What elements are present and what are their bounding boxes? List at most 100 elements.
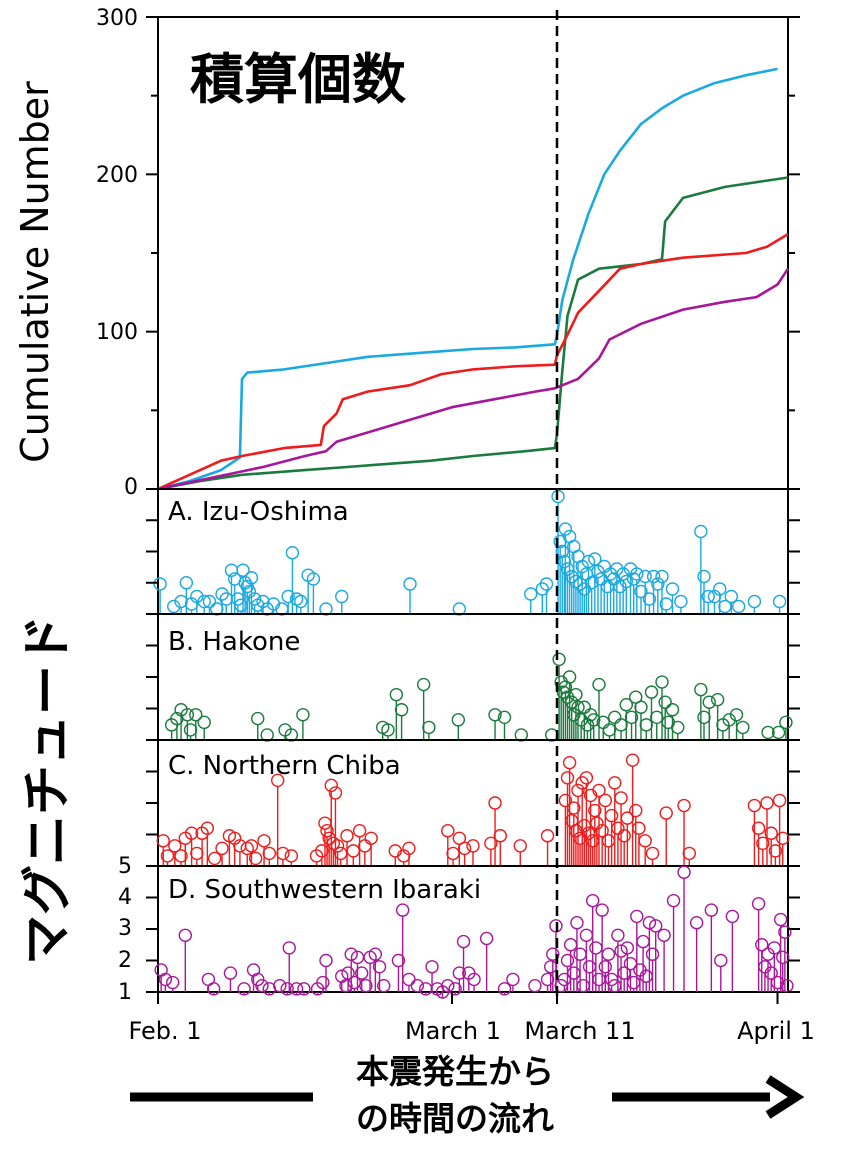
chiba-event-marker-64: [588, 803, 602, 818]
ytick-label-100: 100: [96, 320, 138, 345]
chiba-event-marker-27: [324, 778, 338, 793]
hakone-event-marker-23: [552, 652, 566, 667]
hakone-event-marker-55: [694, 682, 708, 697]
ibaraki-event-marker-62: [579, 928, 594, 942]
ibaraki-event-marker-43: [456, 934, 471, 949]
ibaraki-event-marker-69: [601, 947, 616, 961]
izu-event-marker-1: [167, 599, 181, 614]
ibaraki-event-marker-35: [410, 979, 425, 993]
ibaraki-event-marker-30: [372, 960, 387, 974]
hakone-event-marker-7: [251, 711, 265, 726]
chiba-event-marker-31: [334, 846, 348, 861]
hakone-event-marker-20: [497, 710, 512, 725]
ibaraki-event-marker-19: [319, 953, 333, 968]
izu-event-marker-41: [555, 544, 569, 559]
chiba-event-marker-71: [608, 776, 622, 790]
izu-event-marker-87: [747, 594, 762, 609]
izu-event-marker-81: [701, 589, 715, 604]
chiba-event-marker-39: [402, 841, 416, 856]
arrow-right-icon: [765, 1075, 805, 1119]
ytick-label-300: 300: [96, 6, 138, 31]
ibaraki-event-marker-92: [751, 897, 766, 911]
hakone-event-marker-65: [779, 715, 793, 730]
izu-event-marker-72: [642, 592, 657, 606]
mag-tick-3: 3: [118, 916, 132, 941]
ibaraki-event-marker-41: [448, 982, 462, 996]
izu-event-marker-75: [655, 569, 669, 584]
izu-event-marker-33: [335, 589, 349, 604]
chiba-event-marker-78: [632, 821, 646, 835]
ibaraki-event-marker-0: [154, 963, 168, 977]
chiba-event-marker-87: [760, 796, 774, 810]
ibaraki-event-marker-33: [395, 903, 410, 917]
izu-event-marker-3: [179, 576, 194, 590]
izu-event-marker-54: [581, 554, 596, 569]
chiba-event-marker-83: [682, 846, 696, 861]
ibaraki-event-marker-100: [776, 950, 790, 965]
chiba-event-marker-16: [248, 851, 263, 866]
izu-event-marker-2: [174, 594, 188, 609]
chiba-event-marker-41: [446, 846, 460, 861]
ibaraki-event-marker-40: [441, 979, 455, 993]
izu-event-marker-13: [231, 592, 245, 606]
chiba-event-marker-35: [358, 839, 372, 853]
izu-event-marker-5: [190, 589, 204, 604]
chiba-event-marker-29: [328, 786, 343, 800]
hakone-event-marker-53: [665, 703, 680, 717]
hakone-event-marker-3: [180, 708, 195, 722]
ibaraki-event-marker-99: [773, 912, 788, 927]
hakone-event-marker-11: [296, 708, 310, 722]
panel-southwestern-ibaraki: D. Southwestern Ibaraki 1 2 3 4 5: [118, 854, 800, 1005]
ibaraki-event-marker-23: [344, 947, 358, 961]
ibaraki-event-marker-26: [355, 966, 369, 980]
chiba-event-marker-10: [215, 841, 229, 856]
hakone-event-marker-56: [697, 710, 711, 725]
mag-tick-1: 1: [118, 980, 132, 1005]
ibaraki-event-marker-61: [576, 979, 590, 993]
izu-event-marker-86: [731, 599, 746, 614]
chiba-event-marker-24: [318, 816, 332, 830]
ibaraki-event-marker-45: [467, 972, 481, 987]
chiba-event-marker-66: [592, 783, 606, 798]
cumulative-series: [157, 67, 790, 491]
izu-event-marker-6: [197, 594, 211, 609]
ibaraki-event-marker-85: [657, 928, 671, 942]
ibaraki-event-marker-65: [589, 941, 603, 955]
ibaraki-event-marker-15: [289, 982, 304, 996]
chiba-event-marker-3: [174, 849, 188, 863]
izu-event-marker-36: [524, 587, 538, 601]
chiba-event-marker-49: [540, 829, 555, 843]
ibaraki-event-marker-51: [544, 960, 558, 974]
izu-event-marker-26: [281, 589, 295, 604]
chiba-event-marker-6: [190, 846, 204, 861]
ibaraki-event-marker-87: [677, 865, 691, 879]
hakone-event-marker-43: [619, 698, 633, 712]
izu-event-marker-79: [694, 524, 708, 539]
izu-events: [153, 489, 787, 616]
izu-event-marker-65: [616, 567, 630, 581]
ibaraki-event-marker-63: [582, 960, 597, 974]
chiba-event-marker-25: [320, 824, 334, 838]
series-line-hakone: [157, 176, 789, 491]
ibaraki-event-marker-42: [452, 966, 467, 980]
chart-title: 積算個数: [190, 48, 406, 111]
chiba-event-marker-56: [571, 783, 585, 798]
chiba-event-marker-15: [244, 839, 259, 853]
izu-event-marker-0: [153, 577, 167, 591]
ibaraki-event-marker-93: [755, 938, 769, 952]
hakone-event-marker-58: [710, 692, 725, 707]
chiba-event-marker-70: [604, 808, 619, 823]
chiba-event-marker-34: [352, 824, 367, 838]
chiba-event-marker-32: [340, 829, 354, 843]
hakone-event-marker-60: [722, 713, 736, 727]
ibaraki-event-marker-64: [586, 893, 600, 908]
chiba-event-marker-46: [488, 796, 502, 810]
ibaraki-event-marker-29: [368, 947, 383, 961]
ibaraki-event-marker-73: [614, 944, 628, 958]
ibaraki-event-marker-27: [359, 979, 373, 993]
x-tick-april1: April 1: [737, 1017, 815, 1045]
hakone-event-marker-19: [488, 708, 502, 722]
panel-hakone: B. Hakone: [146, 613, 800, 742]
ibaraki-event-marker-46: [479, 931, 494, 946]
ibaraki-event-marker-88: [689, 916, 704, 930]
